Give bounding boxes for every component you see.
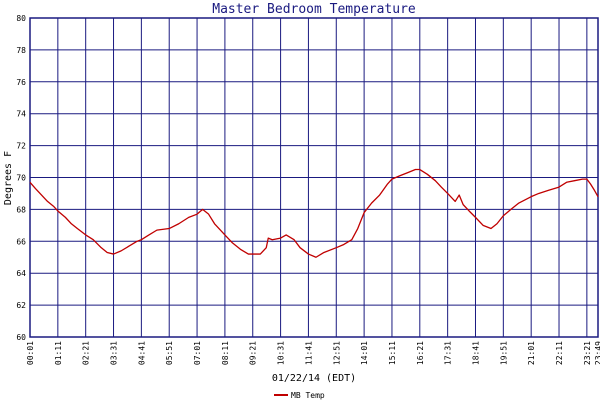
x-tick-label-1141: 11:41 xyxy=(304,341,313,365)
x-tick-label-0551: 05:51 xyxy=(165,341,174,365)
x-axis-ticks: 00:01 01:11 02:21 03:31 04:41 05:51 07:01 08:11… xyxy=(26,341,600,365)
x-tick-label-1401: 14:01 xyxy=(360,341,369,365)
x-tick-label-2211: 22:11 xyxy=(555,341,564,365)
y-tick-label-72: 72 xyxy=(16,142,26,151)
grid xyxy=(30,18,598,337)
x-tick-label-0701: 07:01 xyxy=(193,341,202,365)
x-tick-label-1251: 12:51 xyxy=(332,341,341,365)
plot-frame-rect xyxy=(29,17,599,338)
plot-frame xyxy=(29,17,599,338)
x-tick-label-1731: 17:31 xyxy=(444,341,453,365)
series-line-mb-temp xyxy=(29,168,599,258)
y-tick-label-74: 74 xyxy=(16,110,26,119)
y-tick-label-76: 76 xyxy=(16,78,26,87)
x-tick-label-1841: 18:41 xyxy=(471,341,480,365)
series-layer xyxy=(29,168,599,258)
y-tick-label-62: 62 xyxy=(16,301,26,310)
x-tick-label-1511: 15:11 xyxy=(388,341,397,365)
chart-title: Master Bedroom Temperature xyxy=(212,2,416,17)
y-tick-label-64: 64 xyxy=(16,269,26,278)
x-tick-label-2349: 23:49 xyxy=(594,341,600,365)
x-tick-label-1951: 19:51 xyxy=(499,341,508,365)
y-axis-ticks: 60 62 64 66 68 70 72 74 76 78 80 xyxy=(16,14,26,342)
y-tick-label-66: 66 xyxy=(16,237,26,246)
x-tick-label-0111: 01:11 xyxy=(54,341,63,365)
y-tick-label-80: 80 xyxy=(16,14,26,23)
x-tick-label-0441: 04:41 xyxy=(137,341,146,365)
legend: MB Temp xyxy=(274,391,325,400)
x-tick-label-0811: 08:11 xyxy=(221,341,230,365)
x-tick-label-1621: 16:21 xyxy=(416,341,425,365)
x-tick-label-2321: 23:21 xyxy=(583,341,592,365)
x-tick-label-0331: 03:31 xyxy=(110,341,119,365)
legend-label-mb-temp: MB Temp xyxy=(291,391,325,400)
y-tick-label-70: 70 xyxy=(16,174,26,183)
x-tick-label-0001: 00:01 xyxy=(26,341,35,365)
x-tick-label-0221: 02:21 xyxy=(82,341,91,365)
x-tick-label-0921: 09:21 xyxy=(249,341,258,365)
x-tick-label-2101: 21:01 xyxy=(527,341,536,365)
y-tick-label-68: 68 xyxy=(16,205,26,214)
y-axis-label: Degrees F xyxy=(3,151,14,205)
x-axis-label: 01/22/14 (EDT) xyxy=(272,373,356,384)
x-tick-label-1031: 10:31 xyxy=(277,341,286,365)
y-tick-label-78: 78 xyxy=(16,46,26,55)
y-tick-label-60: 60 xyxy=(16,333,26,342)
